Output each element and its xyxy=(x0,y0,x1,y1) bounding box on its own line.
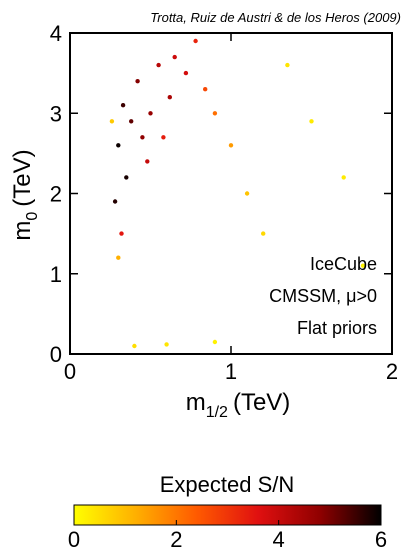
y-axis-label-main: m xyxy=(9,221,36,241)
data-point xyxy=(212,111,218,116)
x-axis-label-subscript: 1/2 xyxy=(206,404,228,421)
colorbar-tick-label: 2 xyxy=(170,527,182,552)
colorbar-tick-label: 4 xyxy=(273,527,285,552)
y-axis-ticks: 0 1 2 3 4 xyxy=(50,21,392,367)
data-point xyxy=(244,191,250,196)
annotation-cmssm: CMSSM, μ>0 xyxy=(269,286,377,306)
scatter-points xyxy=(109,38,366,349)
data-point xyxy=(140,135,145,140)
y-tick-label: 0 xyxy=(50,342,62,367)
colorbar-tick-label: 0 xyxy=(68,527,80,552)
data-point xyxy=(167,95,172,100)
data-point xyxy=(132,343,137,349)
data-point xyxy=(285,62,290,68)
colorbar-gradient xyxy=(73,504,382,526)
x-tick-label: 2 xyxy=(386,359,398,384)
data-point xyxy=(112,199,118,204)
data-point xyxy=(148,111,153,116)
x-tick-label: 1 xyxy=(225,359,237,384)
data-point xyxy=(341,175,346,180)
data-point xyxy=(116,143,121,148)
data-point xyxy=(109,119,115,124)
data-point xyxy=(212,339,218,345)
data-point xyxy=(164,342,169,347)
colorbar-tick-label: 6 xyxy=(375,527,387,552)
annotation-icecube: IceCube xyxy=(310,254,377,274)
data-point xyxy=(172,54,177,60)
data-point xyxy=(261,231,266,236)
x-axis-ticks: 0 1 2 xyxy=(64,33,398,384)
data-point xyxy=(129,119,134,124)
x-axis-label: m1/2 (TeV) xyxy=(186,389,291,421)
colorbar-ticks: 0 2 4 6 xyxy=(68,520,387,552)
plot-area: 0 1 2 0 1 2 3 4 xyxy=(50,21,398,384)
data-point xyxy=(124,175,129,180)
data-point xyxy=(228,143,234,148)
annotation-block: IceCube CMSSM, μ>0 Flat priors xyxy=(269,254,377,338)
annotation-flat-priors: Flat priors xyxy=(297,318,377,338)
y-tick-label: 4 xyxy=(50,21,62,46)
chart-citation: Trotta, Ruiz de Austri & de los Heros (2… xyxy=(150,10,401,25)
data-point xyxy=(161,135,166,140)
y-tick-label: 2 xyxy=(50,182,62,207)
y-tick-label: 1 xyxy=(50,262,62,287)
data-point xyxy=(360,263,366,268)
data-point xyxy=(156,62,161,68)
data-point xyxy=(116,255,121,260)
x-axis-label-unit: (TeV) xyxy=(233,389,290,416)
data-point xyxy=(135,79,140,84)
plot-background xyxy=(70,33,392,354)
y-axis-label-unit: (TeV) xyxy=(9,149,36,206)
y-tick-label: 3 xyxy=(50,101,62,126)
data-point xyxy=(119,231,124,236)
x-axis-label-main: m xyxy=(186,389,206,416)
data-point xyxy=(203,87,208,92)
data-point xyxy=(120,103,126,108)
data-point xyxy=(183,70,189,76)
y-axis-label: m0 (TeV) xyxy=(9,149,41,240)
data-point xyxy=(309,119,314,124)
data-point xyxy=(145,159,150,164)
colorbar: Expected S/N 0 2 4 6 xyxy=(68,472,387,552)
colorbar-title: Expected S/N xyxy=(160,472,295,497)
x-tick-label: 0 xyxy=(64,359,76,384)
data-point xyxy=(193,38,198,44)
y-axis-label-subscript: 0 xyxy=(24,212,41,221)
